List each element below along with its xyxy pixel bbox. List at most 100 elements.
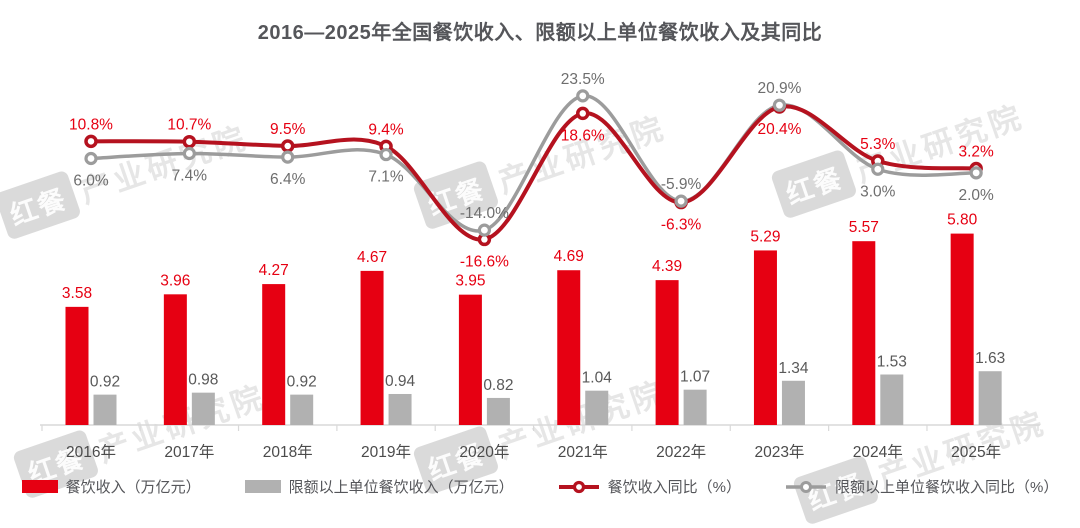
line-value-label: 20.4% (757, 121, 801, 138)
line-value-label: 6.4% (270, 171, 306, 188)
bar-restaurant-revenue (262, 284, 286, 425)
line-value-label: 5.3% (860, 136, 896, 153)
gray-bar-swatch (244, 480, 281, 493)
line-value-label: 9.4% (368, 121, 404, 138)
bar-above-quota-revenue (781, 380, 805, 425)
legend: 餐饮收入（万亿元） 限额以上单位餐饮收入（万亿元） 餐饮收入同比（%） 限额以上… (0, 476, 1080, 497)
red-bar-swatch (21, 480, 58, 493)
bar-restaurant-revenue (557, 270, 581, 425)
bar-restaurant-revenue (655, 280, 679, 425)
line-value-label: 7.1% (368, 169, 404, 186)
bar-restaurant-revenue (360, 270, 384, 425)
red-line-swatch (558, 480, 599, 493)
bar-value-label: 1.63 (975, 350, 1005, 367)
x-axis-label: 2016年 (66, 443, 116, 461)
bar-above-quota-revenue (191, 392, 215, 425)
bar-value-label: 1.34 (778, 360, 809, 377)
bar-value-label: 3.95 (455, 273, 485, 290)
line-value-label: 10.7% (167, 117, 211, 134)
line-revenue-yoy (89, 104, 979, 242)
bar-above-quota-revenue (486, 397, 510, 425)
x-axis-label: 2025年 (951, 443, 1001, 461)
bar-value-label: 3.96 (160, 272, 190, 289)
x-axis-label: 2024年 (853, 443, 903, 461)
legend-label: 限额以上单位餐饮收入同比（%） (835, 479, 1059, 496)
x-axis-label: 2017年 (164, 443, 214, 461)
bar-value-label: 0.92 (287, 374, 317, 391)
bar-value-label: 0.94 (385, 373, 416, 390)
line-value-label: -5.9% (661, 176, 702, 193)
legend-label: 餐饮收入同比（%） (607, 479, 742, 496)
line-value-label: 9.5% (270, 121, 306, 138)
x-axis-label: 2021年 (558, 443, 608, 461)
line-value-label: -16.6% (460, 253, 509, 270)
line-value-label: 18.6% (561, 127, 605, 144)
bar-value-label: 0.82 (483, 377, 513, 394)
bar-restaurant-revenue (65, 306, 89, 425)
line-value-label: 3.2% (958, 144, 994, 161)
bar-restaurant-revenue (852, 241, 876, 425)
line-above-quota-yoy (89, 94, 978, 233)
x-axis-label: 2023年 (754, 443, 804, 461)
marker-above-quota-yoy (772, 98, 787, 112)
bar-value-label: 5.80 (947, 212, 978, 229)
marker-above-quota-yoy (477, 223, 491, 237)
marker-above-quota-yoy (379, 147, 393, 162)
bar-value-label: 1.53 (877, 354, 907, 371)
bar-restaurant-revenue (753, 250, 777, 425)
x-axis-label: 2019年 (361, 443, 411, 461)
x-axis-label: 2022年 (656, 443, 706, 461)
marker-revenue-yoy (280, 139, 295, 153)
line-value-label: 10.8% (69, 116, 113, 133)
x-axis-label: 2018年 (263, 443, 313, 461)
gray-line-swatch (786, 480, 827, 493)
bar-value-label: 4.69 (554, 248, 584, 265)
line-value-label: 3.0% (860, 183, 896, 200)
line-value-label: 20.9% (757, 80, 801, 97)
bar-above-quota-revenue (683, 389, 707, 425)
bar-value-label: 4.39 (652, 258, 682, 275)
legend-item-above-quota-revenue: 限额以上单位餐饮收入（万亿元） (244, 476, 514, 497)
legend-item-above-quota-yoy: 限额以上单位餐饮收入同比（%） (785, 476, 1058, 497)
marker-above-quota-yoy (576, 89, 590, 103)
line-value-label: 23.5% (561, 71, 605, 88)
bar-above-quota-revenue (388, 393, 412, 425)
marker-above-quota-yoy (969, 166, 983, 180)
bar-value-label: 5.29 (750, 228, 780, 245)
bar-value-label: 4.27 (259, 262, 289, 279)
marker-above-quota-yoy (182, 146, 196, 161)
bar-restaurant-revenue (163, 294, 187, 425)
line-value-label: -6.3% (661, 217, 702, 234)
line-value-label: 6.0% (73, 173, 109, 190)
bar-value-label: 5.57 (849, 219, 879, 236)
legend-item-revenue-yoy: 餐饮收入同比（%） (558, 476, 741, 497)
legend-label: 餐饮收入（万亿元） (65, 479, 201, 496)
bar-above-quota-revenue (290, 394, 314, 425)
bar-value-label: 1.04 (582, 370, 613, 387)
marker-revenue-yoy (182, 134, 197, 149)
marker-above-quota-yoy (674, 194, 688, 208)
legend-label: 限额以上单位餐饮收入（万亿元） (288, 479, 514, 496)
page-title: 2016—2025年全国餐饮收入、限额以上单位餐饮收入及其同比 (257, 22, 823, 44)
bar-above-quota-revenue (93, 394, 117, 425)
bar-value-label: 0.98 (188, 372, 218, 389)
marker-above-quota-yoy (281, 150, 295, 164)
x-axis-label: 2020年 (459, 443, 509, 461)
bar-above-quota-revenue (585, 390, 609, 425)
marker-revenue-yoy (84, 134, 98, 149)
marker-above-quota-yoy (871, 162, 885, 176)
bar-restaurant-revenue (458, 294, 482, 425)
bar-value-label: 1.07 (680, 369, 710, 386)
bar-above-quota-revenue (880, 374, 904, 425)
bar-value-label: 4.67 (357, 249, 387, 266)
bar-value-label: 0.92 (90, 374, 120, 391)
marker-revenue-yoy (576, 106, 590, 121)
bar-value-label: 3.58 (62, 285, 92, 302)
line-value-label: 2.0% (958, 187, 994, 204)
line-value-label: 7.4% (172, 168, 208, 185)
marker-above-quota-yoy (84, 151, 98, 166)
line-value-label: -14.0% (460, 205, 509, 222)
bar-restaurant-revenue (950, 233, 974, 425)
